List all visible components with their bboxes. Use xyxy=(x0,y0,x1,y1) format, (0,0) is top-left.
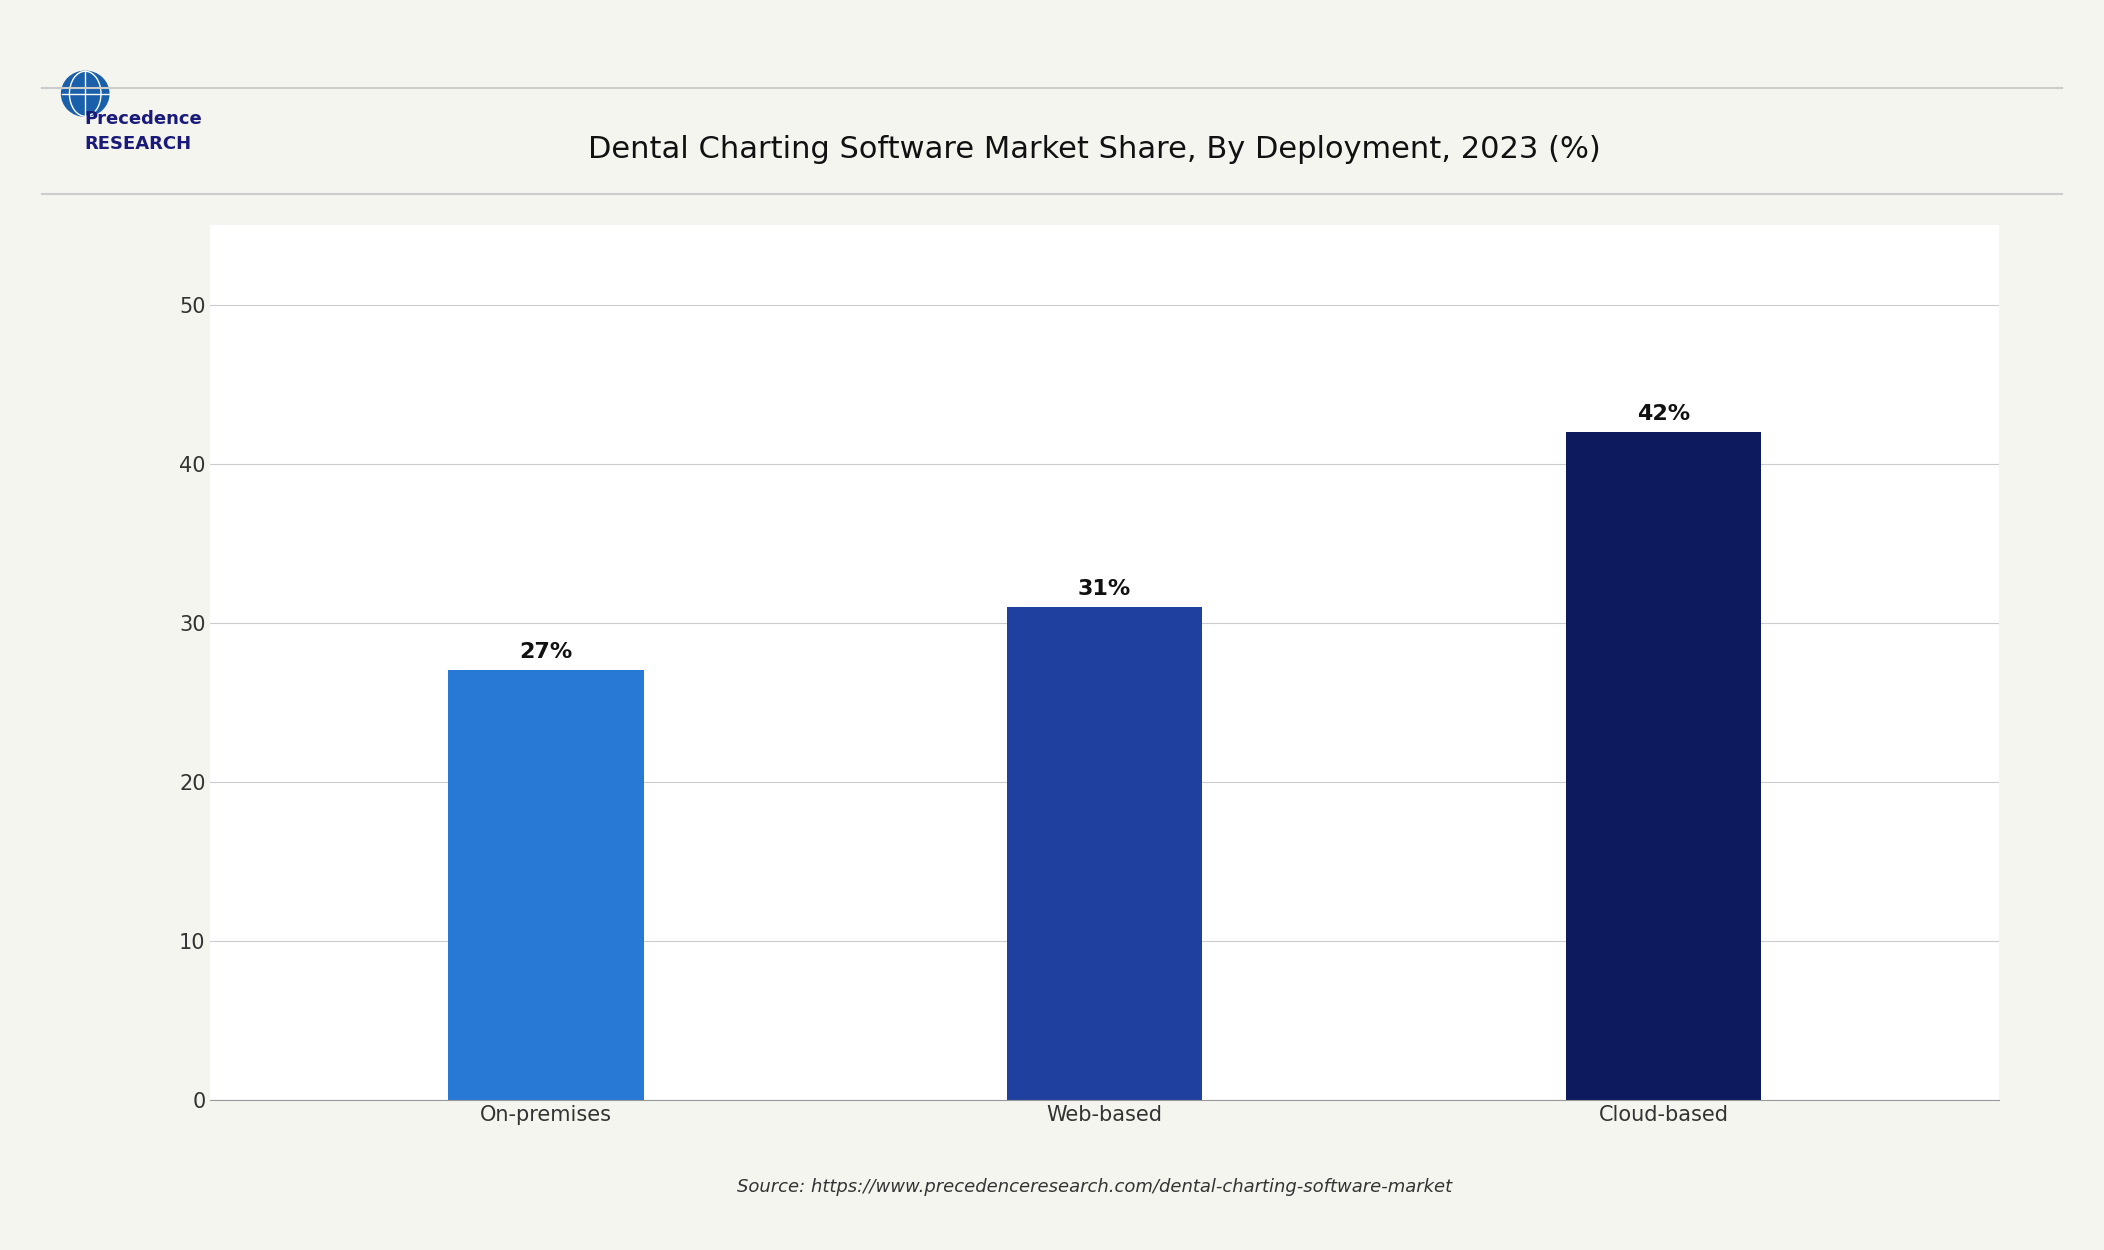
Text: Precedence
RESEARCH: Precedence RESEARCH xyxy=(84,110,202,152)
Text: Dental Charting Software Market Share, By Deployment, 2023 (%): Dental Charting Software Market Share, B… xyxy=(587,135,1601,165)
Text: Source: https://www.precedenceresearch.com/dental-charting-software-market: Source: https://www.precedenceresearch.c… xyxy=(736,1179,1452,1196)
Bar xyxy=(448,670,644,1100)
Bar xyxy=(1008,606,1201,1100)
Text: 42%: 42% xyxy=(1637,404,1690,424)
Text: 27%: 27% xyxy=(520,642,572,662)
Circle shape xyxy=(61,71,109,116)
Bar xyxy=(1565,431,1761,1100)
Text: 31%: 31% xyxy=(1077,579,1132,599)
